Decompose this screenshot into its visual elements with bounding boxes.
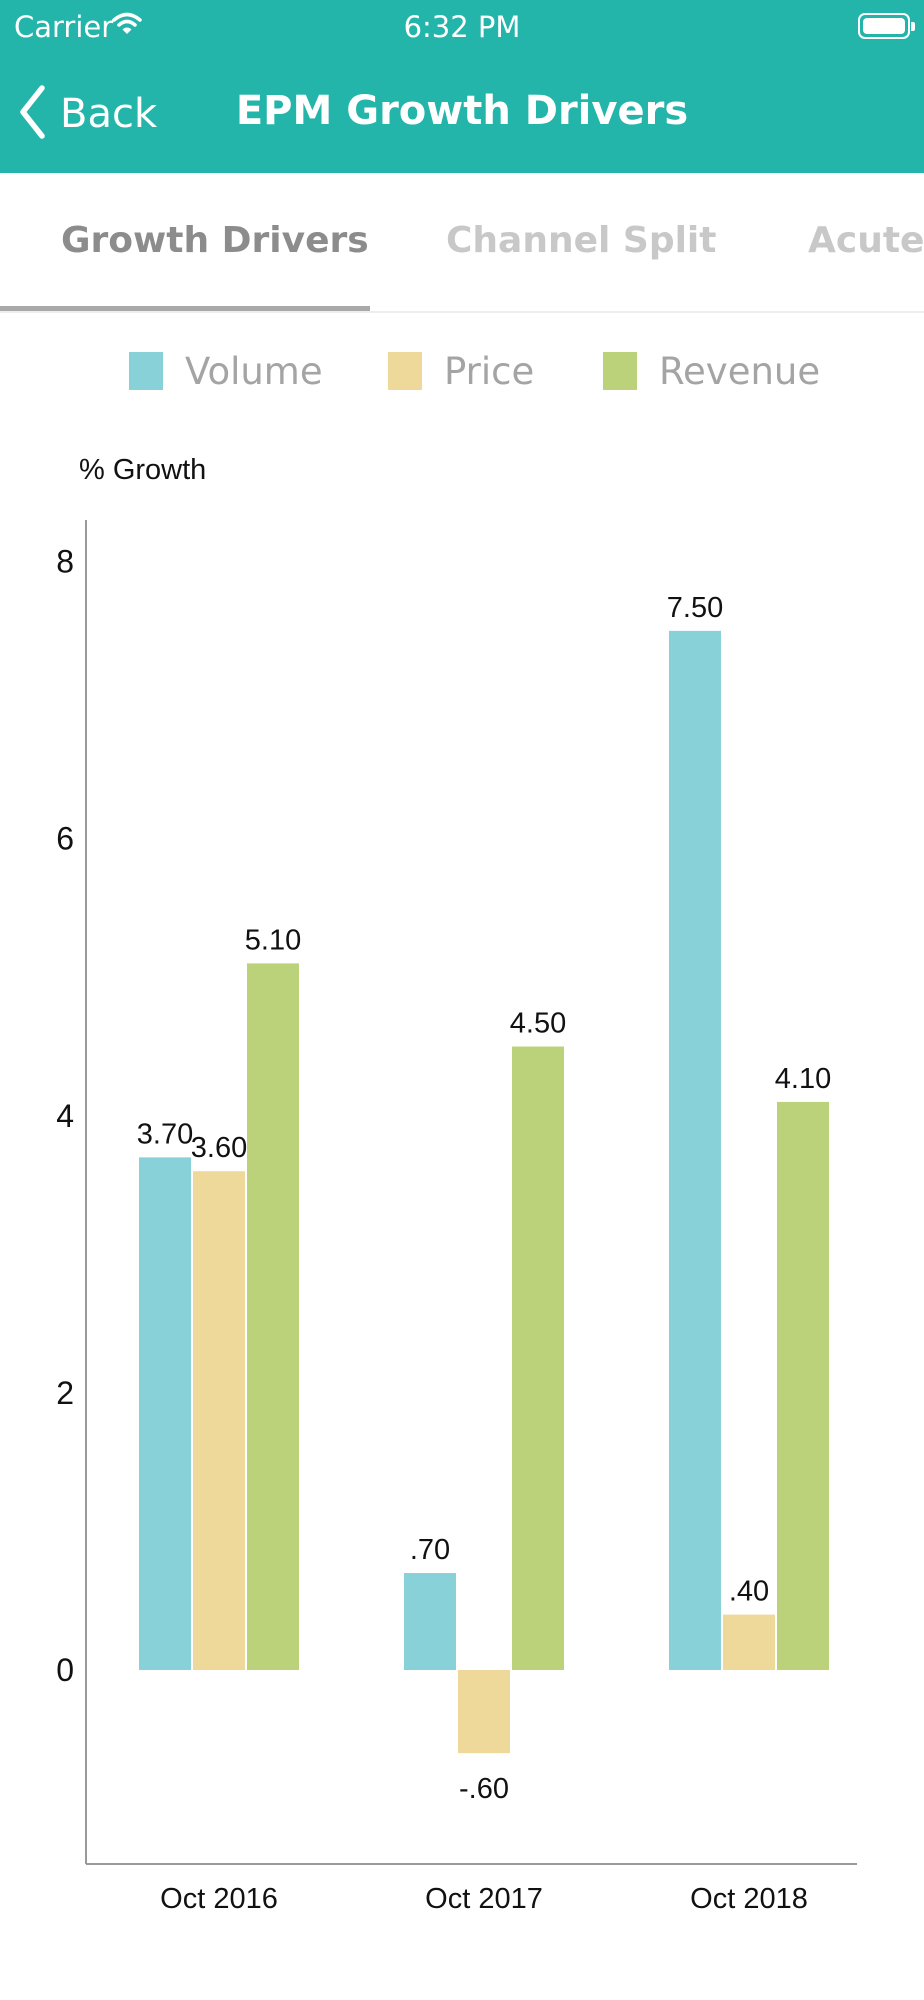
- legend-swatch-price: [388, 352, 422, 390]
- data-label-price-1: 3.60: [191, 1132, 247, 1164]
- bar-price-3: [723, 1614, 775, 1671]
- bar-price-2: [458, 1670, 510, 1754]
- x-tick-label: Oct 2018: [690, 1883, 808, 1915]
- legend-item-price: Price: [388, 346, 534, 396]
- bar-price-1: [193, 1171, 245, 1671]
- battery-icon: [858, 13, 915, 39]
- nav-bar: Carrier 6:32 PM Back EPM Growth Drivers: [0, 0, 924, 173]
- data-label-volume-1: 3.70: [137, 1118, 193, 1150]
- data-label-price-3: .40: [729, 1576, 769, 1608]
- x-tick-label: Oct 2017: [425, 1883, 543, 1915]
- data-label-revenue-3: 4.10: [775, 1063, 831, 1095]
- clock: 6:32 PM: [403, 10, 521, 44]
- y-tick-label: 4: [56, 1098, 74, 1134]
- carrier-label: Carrier: [14, 10, 114, 44]
- legend-item-revenue: Revenue: [603, 346, 820, 396]
- wifi-icon: [112, 12, 142, 40]
- y-tick-label: 8: [56, 544, 74, 580]
- tab-channel-split[interactable]: Channel Split: [446, 220, 717, 261]
- tab-growth-drivers[interactable]: Growth Drivers: [61, 220, 369, 261]
- legend-swatch-volume: [129, 352, 163, 390]
- y-tick-label: 2: [56, 1375, 74, 1411]
- y-axis-title: % Growth: [79, 454, 206, 486]
- x-tick-label: Oct 2016: [160, 1883, 278, 1915]
- active-tab-indicator: [0, 306, 370, 311]
- legend-label-volume: Volume: [185, 349, 323, 393]
- data-label-volume-3: 7.50: [667, 592, 723, 624]
- bar-volume-1: [139, 1157, 191, 1671]
- bar-chart: % Growth 0 2 4 6 8 3.703.60 5.10 .70 -.60 4.50 7.…: [56, 454, 857, 1915]
- tab-bar: Growth Drivers Channel Split Acute-C: [0, 173, 924, 313]
- bar-revenue-3: [777, 1101, 829, 1671]
- bar-revenue-1: [247, 963, 299, 1671]
- y-tick-label: 6: [56, 821, 74, 857]
- back-label: Back: [60, 91, 158, 137]
- legend-swatch-revenue: [603, 352, 637, 390]
- status-bar: Carrier 6:32 PM: [0, 0, 924, 56]
- chart-legend: Volume Price Revenue: [0, 340, 924, 400]
- back-button[interactable]: Back: [18, 84, 157, 144]
- legend-item-volume: Volume: [129, 346, 323, 396]
- legend-label-price: Price: [444, 349, 535, 393]
- page-title: EPM Growth Drivers: [235, 88, 689, 134]
- chevron-left-icon: [18, 85, 46, 143]
- bar-volume-2: [404, 1573, 456, 1671]
- data-label-price-2: -.60: [459, 1773, 509, 1805]
- y-tick-label: 0: [56, 1652, 74, 1688]
- data-label-volume-2: .70: [410, 1534, 450, 1566]
- data-label-revenue-2: 4.50: [510, 1008, 566, 1040]
- bar-volume-3: [669, 630, 721, 1671]
- legend-label-revenue: Revenue: [659, 349, 821, 393]
- data-label-revenue-1: 5.10: [245, 924, 301, 956]
- bar-revenue-2: [512, 1046, 564, 1671]
- tab-acute[interactable]: Acute-C: [808, 220, 924, 261]
